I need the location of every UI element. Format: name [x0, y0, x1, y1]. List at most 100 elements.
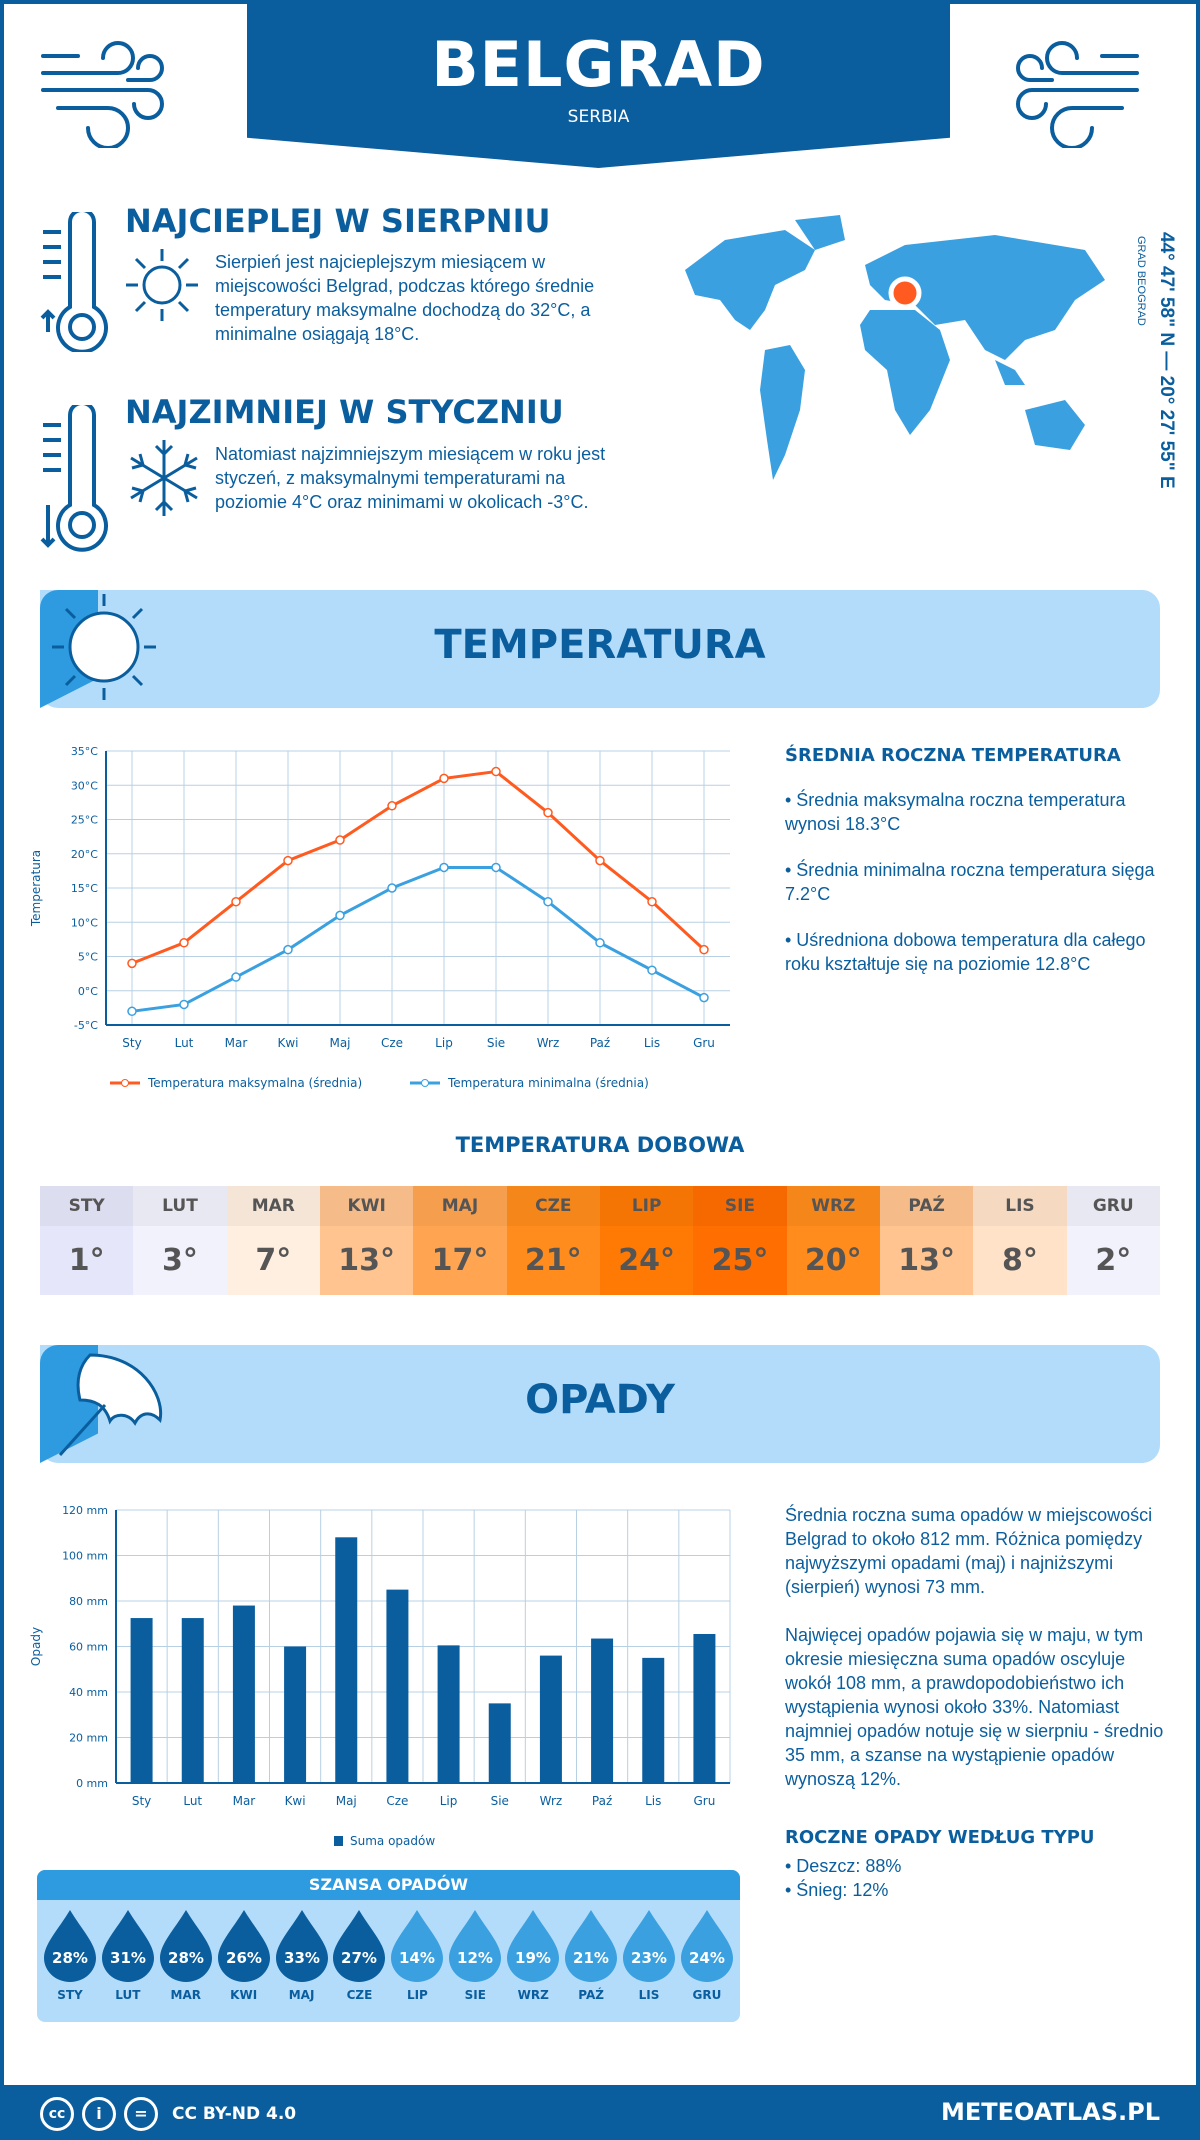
data-point	[179, 999, 189, 1010]
daily-value: 17°	[431, 1243, 489, 1278]
x-tick-label: Paź	[590, 1036, 610, 1050]
bar	[130, 1618, 153, 1783]
data-point	[699, 944, 709, 955]
chance-month: PAŹ	[578, 1988, 604, 2002]
bar	[539, 1655, 562, 1783]
data-point	[179, 938, 189, 948]
chance-drop: 26% KWI	[216, 1908, 272, 2002]
daily-month: STY	[40, 1186, 134, 1226]
daily-cell: SIE 25°	[693, 1186, 787, 1295]
y-axis-label: Temperatura	[29, 850, 43, 927]
x-tick-label: Lip	[435, 1036, 453, 1050]
world-map	[685, 215, 1105, 480]
daily-value: 7°	[255, 1243, 292, 1278]
x-tick-label: Sty	[122, 1036, 141, 1050]
daily-value: 3°	[162, 1243, 198, 1278]
site-link[interactable]: METEOATLAS.PL	[940, 2098, 1160, 2126]
data-point	[127, 1006, 137, 1017]
data-point	[595, 938, 605, 948]
precip-text: Średnia roczna suma opadów w miejscowośc…	[785, 1505, 1153, 1597]
daily-cell: MAR 7°	[226, 1186, 320, 1295]
x-tick-label: Lut	[183, 1794, 202, 1808]
chance-month: MAR	[170, 1988, 201, 2002]
daily-month: LIP	[599, 1186, 694, 1226]
summary-bullet: • Średnia minimalna roczna temperatura s…	[785, 860, 1155, 904]
data-point	[231, 896, 241, 907]
region-name: GRAD BEOGRAD	[1135, 236, 1147, 326]
license-text: CC BY-ND 4.0	[172, 2104, 297, 2124]
raindrop-icon: 28%	[159, 1910, 212, 1982]
thermometer-cold-icon	[40, 405, 108, 552]
data-point	[387, 801, 397, 811]
bar	[693, 1633, 716, 1783]
chance-month: SIE	[464, 1988, 486, 2002]
summary-bullet: • Uśredniona dobowa temperatura dla całe…	[785, 930, 1146, 974]
daily-cell: STY 1°	[40, 1186, 134, 1295]
chance-month: KWI	[230, 1988, 258, 2002]
bar	[488, 1703, 511, 1783]
data-point	[647, 965, 657, 975]
y-tick-label: 20°C	[71, 848, 98, 861]
chance-value: 12%	[457, 1949, 493, 1967]
footer: cc i = CC BY-ND 4.0 METEOATLAS.PL	[0, 2085, 1200, 2140]
chance-value: 14%	[399, 1949, 435, 1967]
coordinates: 44° 47' 58" N — 20° 27' 55" E	[1156, 232, 1177, 489]
data-point	[283, 855, 293, 866]
data-point	[231, 972, 241, 982]
legend-label: Temperatura minimalna (średnia)	[447, 1076, 649, 1090]
x-tick-label: Gru	[693, 1036, 715, 1050]
x-tick-label: Kwi	[285, 1794, 306, 1808]
bar	[284, 1646, 307, 1783]
raindrop-icon: 26%	[217, 1910, 270, 1982]
no-derivatives-icon: =	[124, 2097, 158, 2131]
daily-month: LUT	[133, 1186, 227, 1226]
data-point	[699, 992, 709, 1003]
daily-cell: LIS 8°	[973, 1186, 1067, 1295]
y-tick-label: 0°C	[78, 985, 98, 998]
daily-month: MAJ	[413, 1186, 507, 1226]
raindrop-icon: 19%	[507, 1910, 560, 1982]
chance-drop: 27% CZE	[331, 1908, 387, 2002]
daily-month: WRZ	[786, 1186, 880, 1226]
daily-month: MAR	[226, 1186, 320, 1226]
city-title: BELGRAD	[431, 28, 766, 101]
x-tick-label: Cze	[386, 1794, 408, 1808]
data-point	[283, 944, 293, 955]
chance-value: 26%	[226, 1949, 262, 1967]
sun-icon	[126, 249, 198, 321]
precip-summary: Średnia roczna suma opadów w miejscowośc…	[785, 1503, 1175, 1902]
temperature-summary: ŚREDNIA ROCZNA TEMPERATURA • Średnia mak…	[785, 745, 1175, 976]
daily-value: 13°	[898, 1243, 955, 1278]
raindrop-icon: 14%	[391, 1910, 444, 1982]
x-tick-label: Lip	[440, 1794, 458, 1808]
raindrop-icon: 28%	[43, 1910, 96, 1982]
chance-drop: 23% LIS	[621, 1908, 677, 2002]
data-point	[647, 896, 657, 907]
location-marker	[888, 276, 922, 310]
data-point	[387, 883, 397, 893]
chance-title: SZANSA OPADÓW	[37, 1870, 740, 1900]
legend-label: Suma opadów	[350, 1834, 435, 1848]
y-tick-label: 5°C	[78, 951, 98, 964]
x-tick-label: Kwi	[277, 1036, 298, 1050]
x-tick-label: Maj	[336, 1794, 357, 1808]
daily-month: PAŹ	[879, 1186, 974, 1226]
raindrop-icon: 12%	[449, 1910, 502, 1982]
temperature-banner: TEMPERATURA	[40, 590, 1160, 708]
data-point	[543, 807, 553, 818]
thermometer-hot-icon	[40, 212, 108, 352]
chance-drop: 12% SIE	[447, 1908, 503, 2002]
precipitation-chart: 0 mm 20 mm 40 mm 60 mm 80 mm 100 mm 120 mm Sty L…	[29, 1504, 731, 1848]
umbrella-rain-icon	[58, 1353, 163, 1457]
daily-value: 25°	[711, 1243, 769, 1278]
daily-cell: KWI 13°	[319, 1186, 414, 1295]
summary-title: ŚREDNIA ROCZNA TEMPERATURA	[785, 745, 1121, 766]
legend-label: Temperatura maksymalna (średnia)	[147, 1076, 362, 1090]
x-tick-label: Mar	[225, 1036, 248, 1050]
y-tick-label: 25°C	[71, 814, 98, 827]
raindrop-icon: 23%	[623, 1910, 676, 1982]
chance-month: WRZ	[517, 1988, 549, 2002]
wind-icon	[1016, 41, 1139, 148]
y-axis-label: Opady	[29, 1627, 43, 1666]
wind-icon	[41, 41, 164, 148]
